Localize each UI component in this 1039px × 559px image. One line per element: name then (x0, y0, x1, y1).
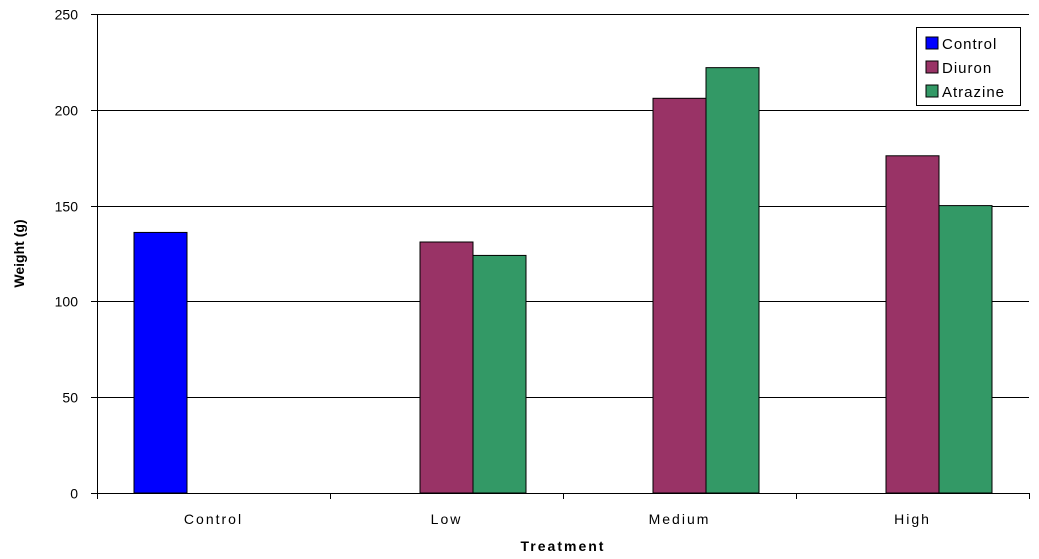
y-tick-label: 0 (70, 486, 78, 502)
y-tick-label: 150 (55, 199, 79, 215)
bar-diuron-medium (653, 98, 706, 493)
legend-label-atrazine: Atrazine (942, 84, 1005, 101)
y-axis-title: Weight (g) (11, 219, 27, 287)
legend-label-diuron: Diuron (942, 60, 992, 77)
y-tick-label: 50 (62, 390, 78, 406)
bar-diuron-low (420, 242, 473, 493)
legend-swatch-atrazine (926, 85, 938, 97)
legend-label-control: Control (942, 36, 997, 53)
y-tick-labels: 0 50 100 150 200 250 (55, 7, 79, 502)
x-tick-labels: Control Low Medium High (184, 511, 931, 527)
bar-diuron-high (886, 156, 939, 493)
bar-atrazine-high (939, 206, 992, 493)
y-tick-label: 200 (55, 103, 79, 119)
x-tick-label: Medium (649, 511, 711, 527)
x-axis-title: Treatment (521, 538, 606, 554)
legend-swatch-control (926, 37, 938, 49)
legend-swatch-diuron (926, 61, 938, 73)
x-tick-label: Control (184, 511, 243, 527)
bar-atrazine-low (473, 255, 526, 493)
bar-control-control (134, 232, 187, 493)
legend: Control Diuron Atrazine (917, 28, 1021, 106)
x-tick-label: High (894, 511, 931, 527)
bars (134, 68, 992, 493)
y-tick-label: 250 (55, 7, 79, 23)
x-tick-label: Low (431, 511, 463, 527)
y-tick-label: 100 (55, 294, 79, 310)
bar-atrazine-medium (706, 68, 759, 493)
